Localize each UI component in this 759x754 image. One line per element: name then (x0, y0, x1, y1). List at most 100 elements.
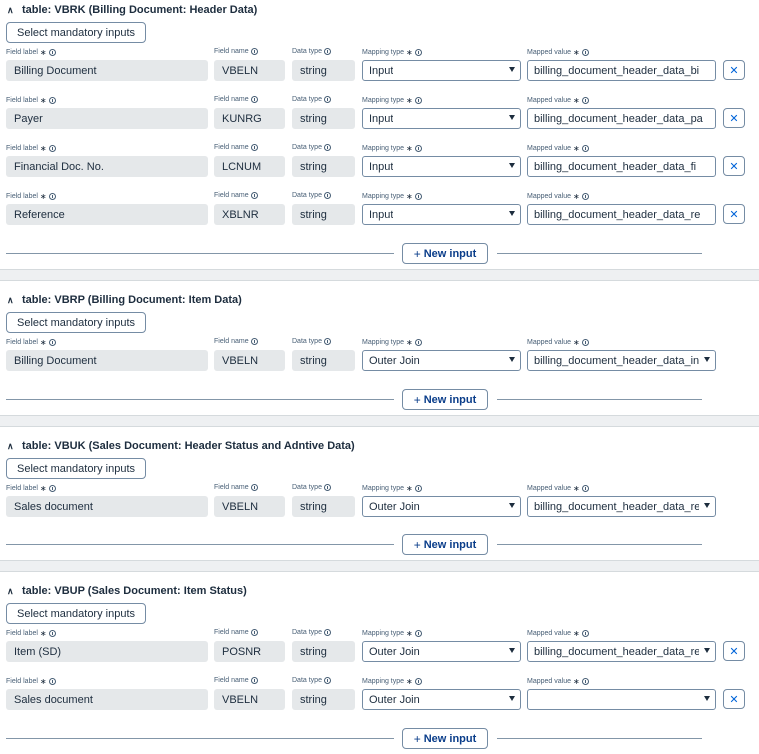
info-icon[interactable] (48, 678, 56, 685)
field-name-header-text: Field name (214, 677, 249, 684)
info-icon[interactable] (323, 192, 331, 199)
info-icon[interactable] (48, 485, 56, 492)
info-icon[interactable] (581, 339, 589, 346)
info-icon[interactable] (414, 630, 422, 637)
mapping-type-select[interactable]: Outer Join (362, 350, 521, 371)
new-input-button[interactable]: + New input (402, 534, 488, 555)
info-icon[interactable] (250, 144, 258, 151)
mapping-type-select[interactable]: Outer Join (362, 689, 521, 710)
mapping-type-select[interactable]: Input (362, 108, 521, 129)
remove-row-button[interactable]: ✕ (723, 204, 745, 224)
info-icon[interactable] (250, 338, 258, 345)
info-icon[interactable] (48, 97, 56, 104)
remove-row-button[interactable]: ✕ (723, 689, 745, 709)
mapped-value-input[interactable]: billing_document_header_data_bi (527, 60, 716, 81)
data-type-header: Data type (292, 96, 331, 103)
mapped-value-header-text: Mapped value (527, 630, 571, 637)
info-icon[interactable] (414, 678, 422, 685)
info-icon[interactable] (250, 192, 258, 199)
mapped-value-input[interactable]: billing_document_header_data_fi (527, 156, 716, 177)
chevron-up-icon[interactable]: ∧ (7, 585, 14, 596)
info-icon[interactable] (414, 485, 422, 492)
info-icon[interactable] (48, 49, 56, 56)
info-icon[interactable] (414, 97, 422, 104)
info-icon[interactable] (48, 630, 56, 637)
close-icon: ✕ (729, 645, 739, 658)
new-input-button[interactable]: + New input (402, 389, 488, 410)
mapping-type-select[interactable]: Outer Join (362, 641, 521, 662)
section-header[interactable]: ∧ table: VBUK (Sales Document: Header Sta… (7, 440, 355, 452)
mapped-value-input[interactable]: billing_document_header_data_pa (527, 108, 716, 129)
info-icon[interactable] (414, 193, 422, 200)
chevron-up-icon[interactable]: ∧ (7, 294, 14, 305)
section-header[interactable]: ∧ table: VBRP (Billing Document: Item Dat… (7, 294, 242, 306)
required-asterisk-icon: ∗ (572, 484, 580, 493)
info-icon[interactable] (414, 145, 422, 152)
dropdown-arrow-icon[interactable] (509, 115, 515, 120)
info-icon[interactable] (250, 96, 258, 103)
mapped-value-input[interactable]: billing_document_header_data_re (527, 204, 716, 225)
remove-row-button[interactable]: ✕ (723, 60, 745, 80)
info-icon[interactable] (414, 339, 422, 346)
mapping-type-select[interactable]: Input (362, 156, 521, 177)
dropdown-arrow-icon[interactable] (704, 696, 710, 701)
info-icon[interactable] (250, 484, 258, 491)
info-icon[interactable] (48, 145, 56, 152)
select-mandatory-inputs-button[interactable]: Select mandatory inputs (6, 603, 147, 624)
info-icon[interactable] (323, 48, 331, 55)
info-icon[interactable] (581, 193, 589, 200)
mapped-value-select[interactable]: billing_document_header_data_in (527, 350, 716, 371)
chevron-up-icon[interactable]: ∧ (7, 440, 14, 451)
dropdown-arrow-icon[interactable] (509, 503, 515, 508)
remove-row-button[interactable]: ✕ (723, 108, 745, 128)
mapped-value-select[interactable]: billing_document_header_data_re (527, 641, 716, 662)
remove-row-button[interactable]: ✕ (723, 641, 745, 661)
select-mandatory-inputs-button[interactable]: Select mandatory inputs (6, 458, 147, 479)
dropdown-arrow-icon[interactable] (509, 67, 515, 72)
chevron-up-icon[interactable]: ∧ (7, 4, 14, 15)
info-icon[interactable] (581, 145, 589, 152)
dropdown-arrow-icon[interactable] (704, 357, 710, 362)
mapping-type-select[interactable]: Input (362, 60, 521, 81)
info-icon[interactable] (581, 630, 589, 637)
section-header[interactable]: ∧ table: VBUP (Sales Document: Item Statu… (7, 585, 247, 597)
dropdown-arrow-icon[interactable] (704, 503, 710, 508)
dropdown-arrow-icon[interactable] (509, 648, 515, 653)
mapped-value-select[interactable]: billing_document_header_data_re (527, 496, 716, 517)
info-icon[interactable] (414, 49, 422, 56)
mapped-value-select[interactable] (527, 689, 716, 710)
new-input-button[interactable]: + New input (402, 243, 488, 264)
info-icon[interactable] (323, 484, 331, 491)
info-icon[interactable] (323, 96, 331, 103)
info-icon[interactable] (581, 49, 589, 56)
dropdown-arrow-icon[interactable] (509, 357, 515, 362)
field-label-header: Field label ∗ (6, 96, 56, 105)
dropdown-arrow-icon[interactable] (704, 648, 710, 653)
section-header[interactable]: ∧ table: VBRK (Billing Document: Header D… (7, 4, 257, 16)
new-input-button[interactable]: + New input (402, 728, 488, 749)
info-icon[interactable] (323, 338, 331, 345)
mapping-type-select[interactable]: Outer Join (362, 496, 521, 517)
divider (497, 253, 702, 254)
mapped-value-header-text: Mapped value (527, 49, 571, 56)
info-icon[interactable] (48, 339, 56, 346)
info-icon[interactable] (581, 485, 589, 492)
dropdown-arrow-icon[interactable] (509, 211, 515, 216)
info-icon[interactable] (323, 677, 331, 684)
info-icon[interactable] (323, 144, 331, 151)
select-mandatory-inputs-button[interactable]: Select mandatory inputs (6, 22, 147, 43)
info-icon[interactable] (581, 97, 589, 104)
dropdown-arrow-icon[interactable] (509, 163, 515, 168)
select-mandatory-inputs-button[interactable]: Select mandatory inputs (6, 312, 147, 333)
remove-row-button[interactable]: ✕ (723, 156, 745, 176)
required-asterisk-icon: ∗ (572, 48, 580, 57)
info-icon[interactable] (250, 629, 258, 636)
dropdown-arrow-icon[interactable] (509, 696, 515, 701)
info-icon[interactable] (48, 193, 56, 200)
info-icon[interactable] (581, 678, 589, 685)
mapping-type-header-text: Mapping type (362, 339, 405, 346)
info-icon[interactable] (250, 677, 258, 684)
info-icon[interactable] (250, 48, 258, 55)
mapping-type-select[interactable]: Input (362, 204, 521, 225)
info-icon[interactable] (323, 629, 331, 636)
